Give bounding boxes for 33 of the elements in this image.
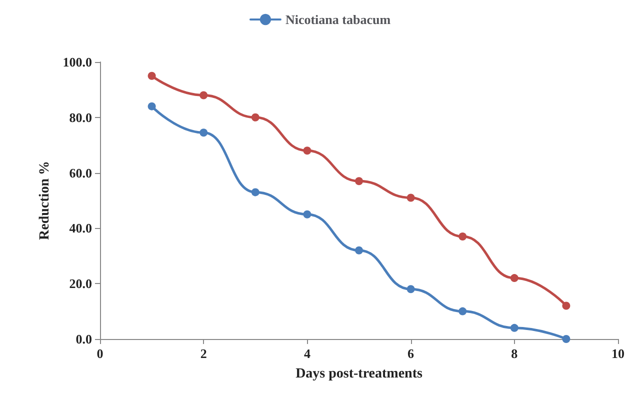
y-axis-title: Reduction %	[37, 161, 52, 240]
point	[406, 285, 415, 294]
y-tick-label: 0.0	[76, 332, 92, 346]
x-tick-label: 0	[96, 346, 104, 361]
y-tick-label: 100.0	[62, 54, 92, 70]
x-tick-label: 2	[200, 346, 207, 361]
point	[355, 246, 363, 254]
point	[406, 194, 415, 202]
point	[200, 91, 208, 100]
x-tick-label: 4	[304, 346, 311, 361]
y-tick-label: 20.0	[69, 276, 92, 292]
point	[251, 113, 260, 122]
x-tick-label: 10	[612, 346, 624, 361]
x-axis-title: Days post-treatments	[296, 366, 423, 382]
x-tick-label: 6	[408, 346, 415, 361]
legend-label: Nicotiana tabacum	[285, 12, 391, 27]
point	[355, 177, 363, 186]
point	[562, 335, 570, 343]
y-tick-label: 40.0	[69, 220, 92, 236]
x-tick-label: 8	[511, 346, 518, 361]
point	[148, 72, 156, 80]
point	[458, 307, 467, 316]
point	[510, 274, 518, 282]
point	[510, 324, 518, 332]
point	[458, 232, 467, 241]
point	[148, 102, 156, 110]
point	[562, 302, 570, 310]
y-tick-label: 80.0	[69, 110, 92, 125]
y-tick-label: 60.0	[69, 165, 92, 180]
point	[251, 188, 260, 196]
point	[303, 210, 312, 218]
point	[303, 146, 312, 155]
point	[200, 128, 208, 137]
